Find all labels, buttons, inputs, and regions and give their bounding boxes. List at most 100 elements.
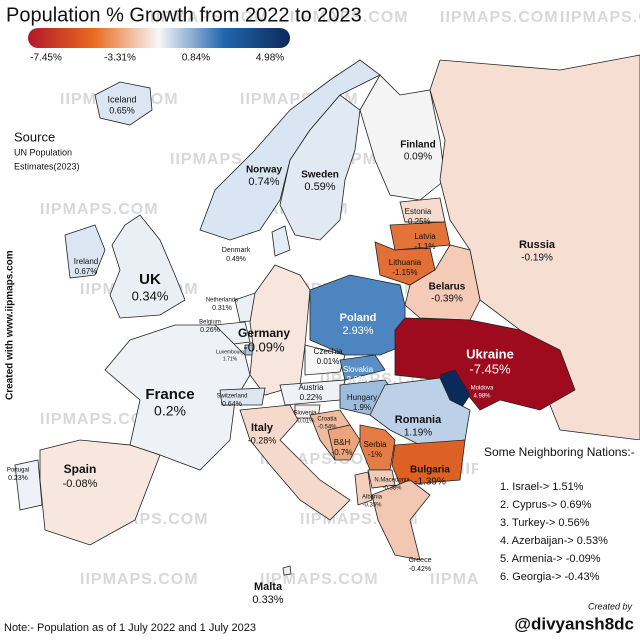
watermark: IIPMAPS.COM [560, 9, 640, 26]
country-value: 0.31% [212, 305, 232, 312]
country [371, 479, 431, 561]
country-value: 0.33% [252, 594, 283, 606]
country-name: Austria [299, 383, 324, 392]
country-name: Czechia [314, 347, 343, 356]
country-value: -0.09% [243, 339, 285, 354]
country-value: -1.1% [415, 242, 436, 251]
country-name: Belgium [199, 320, 221, 326]
country [109, 214, 186, 319]
country-value: 0.65% [109, 105, 135, 115]
country-name: France [145, 386, 194, 403]
country-name: Estonia [405, 207, 432, 216]
country-value: 0.26% [200, 327, 220, 334]
country-name: Norway [246, 165, 283, 176]
country-name: Italy [251, 422, 274, 434]
side-text: Created with www.iipmaps.com [5, 250, 16, 400]
country-value: 0.22% [300, 393, 323, 402]
country-value: -0.39% [431, 294, 463, 305]
neighbors-box [478, 440, 640, 590]
country-value: -7.45% [469, 361, 511, 376]
country-name: Ukraine [466, 346, 514, 361]
country-name: Luxembourg [216, 349, 244, 355]
country-name: Russia [519, 239, 556, 251]
country-value: 2.69% [347, 375, 370, 384]
country-value: 0.64% [222, 401, 242, 408]
note: Note:- Population as of 1 July 2022 and … [4, 622, 256, 634]
country [282, 565, 292, 576]
country-name: Denmark [222, 247, 251, 254]
country [14, 459, 43, 511]
country-name: Albania [362, 495, 383, 501]
country [94, 81, 153, 126]
neighbors-list: 1. Israel-> 1.51% 2. Cyprus-> 0.69% 3. Tur… [500, 481, 608, 583]
country [327, 424, 361, 461]
country-name: Malta [254, 581, 283, 593]
country [404, 244, 481, 321]
country-value: 0.23% [8, 475, 28, 482]
country-name: Hungary [347, 393, 377, 402]
country-name: Bulgaria [410, 465, 450, 476]
country-value: 0.67% [75, 267, 98, 276]
country-name: Romania [395, 414, 442, 426]
watermark: IIPMAPS.COM [80, 571, 199, 588]
legend-bar [28, 28, 290, 48]
country-name: Ireland [74, 257, 98, 266]
country-value: 4.98% [473, 394, 491, 400]
legend-tick: 4.98% [256, 53, 284, 64]
title: Population % Growth from 2022 to 2023 [6, 4, 362, 26]
watermark: IIPMAPS.COM [260, 571, 379, 588]
source-line: Estimates(2023) [14, 161, 80, 171]
country [279, 94, 361, 241]
country-value: -0.01% [295, 419, 315, 425]
country [391, 439, 466, 486]
country [199, 59, 381, 241]
legend-tick: -7.45% [30, 53, 62, 64]
neighbor-item: 4. Azerbaijan-> 0.53% [500, 535, 608, 547]
country-value: -0.08% [63, 478, 98, 490]
neighbor-item: 1. Israel-> 1.51% [500, 481, 584, 493]
country-value: -0.28% [248, 435, 277, 445]
country-value: -0.7% [332, 448, 353, 457]
country-name: Moldova [471, 386, 494, 392]
country-value: 0.09% [404, 152, 432, 163]
watermark: IIPMAPS.COM [40, 411, 159, 428]
neighbor-item: 2. Cyprus-> 0.69% [500, 499, 592, 511]
country-name: Portugal [7, 468, 29, 474]
country [354, 471, 373, 506]
country-value: -1.39% [414, 477, 446, 488]
country-name: Slovenia [293, 411, 317, 417]
country-value: 0.2% [154, 403, 186, 419]
source-line: UN Population [14, 147, 72, 157]
country-name: Spain [64, 462, 97, 476]
country-value: -0.42% [409, 566, 431, 573]
country-value: 0.49% [226, 256, 246, 263]
country-value: 0.59% [304, 181, 335, 193]
neighbor-item: 3. Turkey-> 0.56% [500, 517, 590, 529]
country-value: -0.19% [521, 253, 553, 264]
country-name: Sweden [301, 170, 339, 181]
watermark: IIPMAPS.COM [150, 9, 269, 26]
country-name: Iceland [107, 94, 136, 104]
country-value: 0.74% [248, 176, 279, 188]
country-name: Greece [409, 557, 432, 564]
country-name: B&H [334, 438, 351, 447]
country-name: UK [139, 271, 161, 288]
country-name: Serbia [363, 440, 387, 449]
legend-tick: 0.84% [182, 53, 210, 64]
country-name: Netherlands [206, 298, 238, 304]
country [304, 344, 346, 376]
country-value: -1% [368, 450, 382, 459]
country-name: Finland [400, 140, 436, 151]
country-value: -1.15% [392, 268, 417, 277]
watermark: IIPMAPS.COM [440, 9, 559, 26]
country-value: -0.25% [405, 217, 430, 226]
country-name: Lithuania [389, 258, 422, 267]
country-name: Switzerland [216, 394, 247, 400]
country-value: 0.01% [317, 357, 340, 366]
country-value: -0.54% [317, 425, 337, 431]
country-name: Germany [238, 326, 290, 340]
country-name: Poland [340, 312, 377, 324]
watermark: IIPMAPS.COM [40, 201, 159, 218]
